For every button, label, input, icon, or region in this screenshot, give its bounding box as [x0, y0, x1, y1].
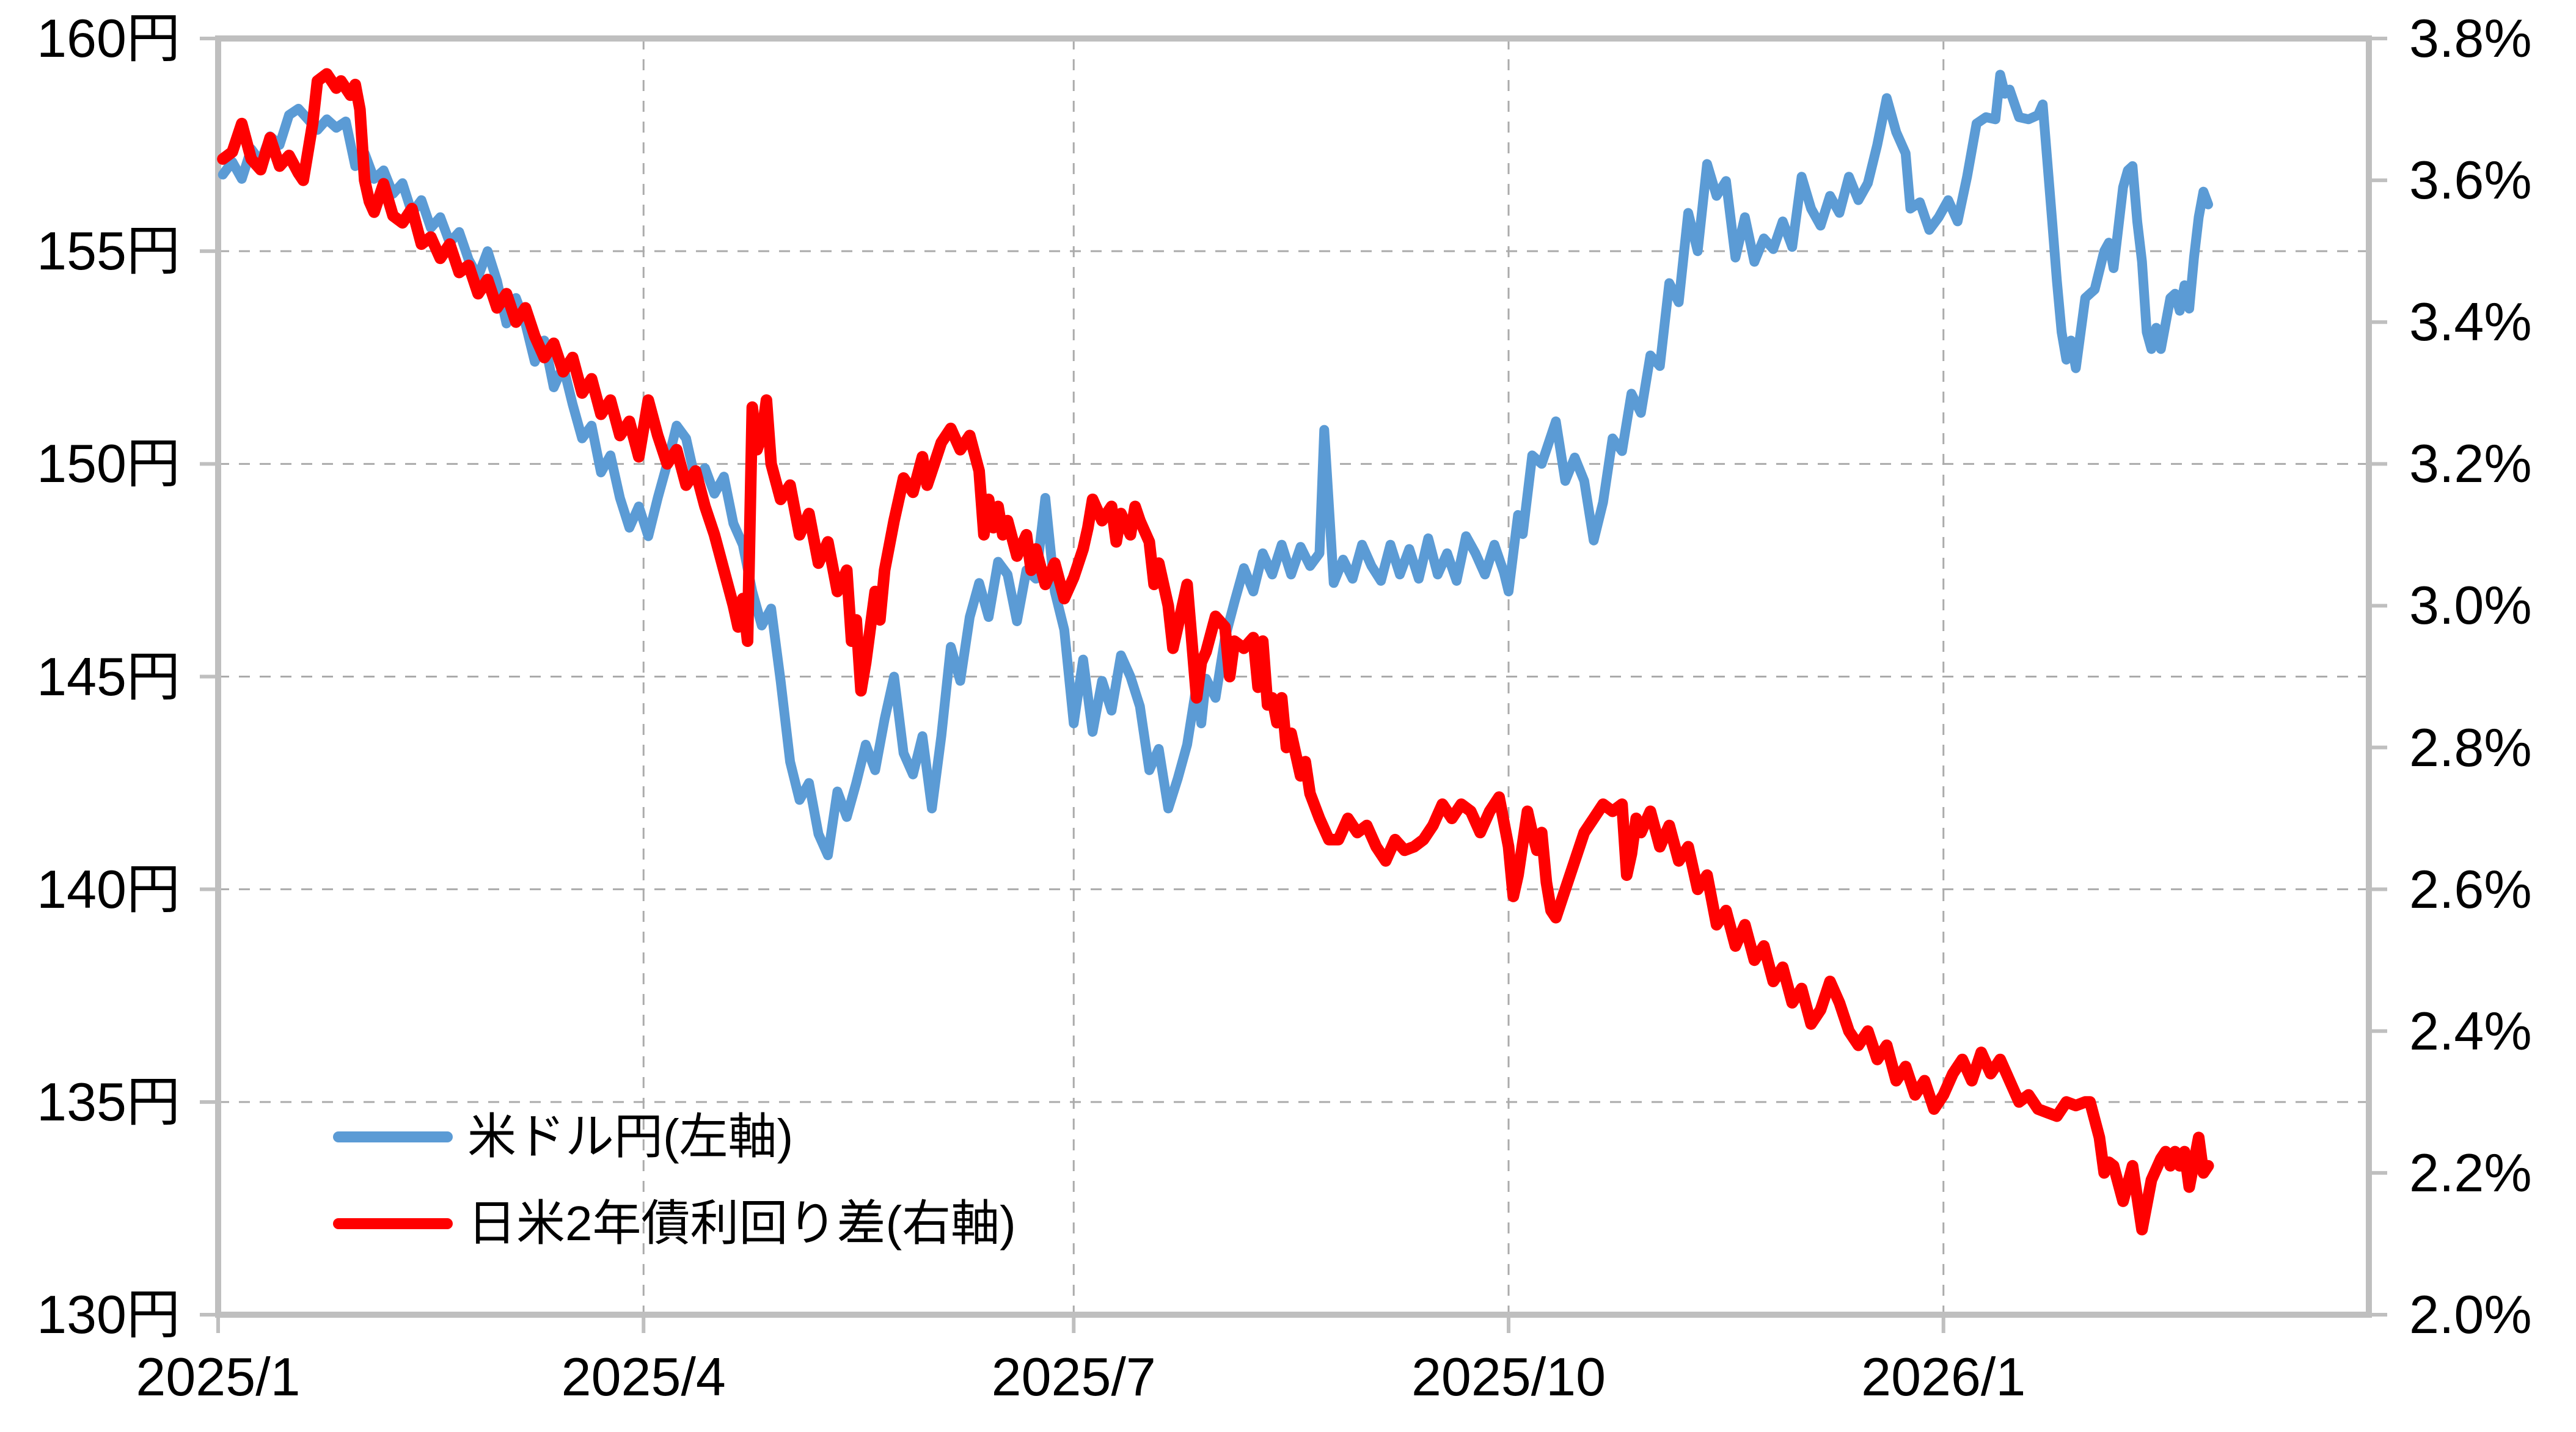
usdjpy-line-swatch	[333, 1131, 453, 1142]
right-axis-tick-label: 3.4%	[2409, 291, 2532, 353]
left-axis-tick-label: 135円	[37, 1071, 180, 1132]
left-axis-tick-label: 145円	[37, 646, 180, 707]
usdjpy-line	[218, 70, 2213, 860]
legend-label-usdjpy: 米ドル円(左軸)	[467, 1109, 794, 1164]
x-axis-tick-label: 2025/4	[561, 1346, 726, 1407]
right-axis-tick-label: 2.4%	[2409, 1000, 2532, 1061]
legend-item-usdjpy: 米ドル円(左軸)	[333, 1094, 1016, 1180]
legend-label-yield-spread: 日米2年債利回り差(右軸)	[467, 1196, 1016, 1251]
left-axis-tick-label: 130円	[37, 1284, 180, 1345]
yield-spread-line	[217, 68, 2214, 1236]
x-axis-tick-label: 2025/1	[136, 1346, 301, 1407]
right-axis-tick-label: 2.8%	[2409, 717, 2532, 778]
right-axis-tick-label: 2.0%	[2409, 1284, 2532, 1345]
left-axis-tick-label: 155円	[37, 221, 180, 282]
right-axis-tick-label: 2.6%	[2409, 858, 2532, 919]
right-axis-tick-label: 3.0%	[2409, 575, 2532, 636]
x-axis-tick-label: 2025/10	[1411, 1346, 1606, 1407]
left-axis-tick-label: 160円	[37, 8, 180, 68]
yield-spread-line-swatch	[333, 1218, 453, 1229]
right-axis-tick-label: 3.2%	[2409, 433, 2532, 494]
right-axis-tick-label: 3.8%	[2409, 8, 2532, 68]
legend: 米ドル円(左軸) 日米2年債利回り差(右軸)	[333, 1094, 1016, 1267]
x-axis-tick-label: 2025/7	[991, 1346, 1156, 1407]
right-axis-tick-label: 2.2%	[2409, 1142, 2532, 1203]
x-axis-tick-label: 2026/1	[1861, 1346, 2026, 1407]
left-axis-tick-label: 140円	[37, 858, 180, 919]
left-axis-tick-label: 150円	[37, 433, 180, 494]
right-axis-tick-label: 3.6%	[2409, 150, 2532, 211]
legend-item-yield-spread: 日米2年債利回り差(右軸)	[333, 1180, 1016, 1267]
